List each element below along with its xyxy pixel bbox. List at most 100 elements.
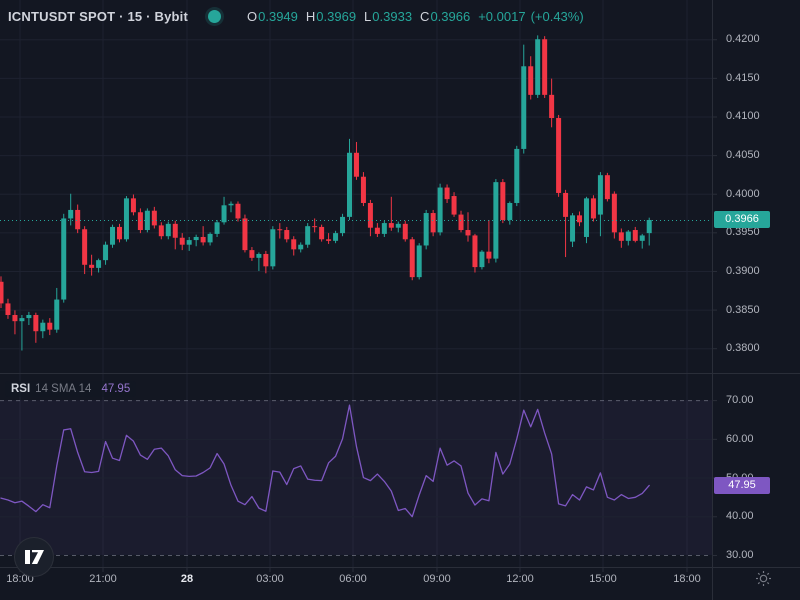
candle-body — [570, 215, 576, 242]
candle-body — [542, 39, 548, 95]
rsi-indicator-value: 47.95 — [101, 383, 131, 395]
candle-body — [40, 322, 46, 332]
candle-body — [437, 187, 443, 233]
candle-body — [486, 251, 492, 259]
price-axis-label: 0.4150 — [726, 71, 760, 84]
open-label: O — [247, 9, 258, 24]
price-axis-label: 0.3900 — [726, 264, 760, 277]
price-axis-label: 0.4050 — [726, 149, 760, 162]
candle-body — [235, 203, 241, 219]
candle-body — [249, 250, 255, 258]
price-axis-label: 0.4200 — [726, 33, 760, 46]
candle-body — [110, 226, 116, 245]
candle-body — [458, 214, 464, 231]
open-value: 0.3949 — [258, 9, 298, 24]
rsi-value-badge: 47.95 — [714, 476, 770, 494]
low-label: L — [364, 9, 372, 24]
candle-body — [507, 202, 513, 220]
candle-body — [26, 314, 32, 319]
candle-body — [423, 213, 429, 246]
candle-body — [632, 230, 638, 241]
high-label: H — [305, 9, 316, 24]
time-axis-label: 28 — [180, 573, 194, 585]
chart-legend: ICNTUSDT SPOT · 15 · Bybit O 0.3949 H 0.… — [8, 9, 589, 24]
candle-body — [263, 253, 269, 267]
candle-body — [528, 66, 534, 95]
candle-body — [388, 223, 394, 228]
candle-body — [277, 229, 283, 231]
candle-body — [144, 210, 150, 231]
candle-body — [347, 152, 352, 217]
candle-body — [611, 193, 617, 233]
ohlc-values: O 0.3949 H 0.3969 L 0.3933 C 0.3966 +0.0… — [247, 9, 589, 24]
candle-body — [590, 198, 596, 219]
rsi-legend: RSI 14 SMA 14 47.95 — [5, 381, 137, 397]
last-price-badge: 0.3966 — [714, 211, 770, 229]
candle-body — [353, 152, 359, 177]
candle-body — [333, 233, 339, 241]
candle-body — [298, 244, 304, 250]
candle-body — [103, 244, 109, 261]
candle-body — [5, 303, 11, 315]
candle-body — [472, 235, 478, 268]
candle-body — [618, 232, 624, 241]
candle-body — [479, 251, 485, 268]
rsi-indicator-title[interactable]: RSI — [11, 383, 31, 395]
close-value: 0.3966 — [430, 9, 471, 24]
sun-icon-glyph — [755, 570, 771, 586]
price-axis-label: 0.4000 — [726, 187, 760, 200]
candle-body — [68, 209, 74, 219]
time-axis-label: 12:00 — [506, 573, 534, 585]
market-status-dot-icon[interactable] — [208, 10, 221, 23]
candle-body — [305, 226, 311, 245]
candle-body — [451, 196, 457, 215]
candle-body — [604, 175, 610, 200]
candle-body — [151, 210, 157, 226]
candle-body — [646, 219, 652, 234]
rsi-axis-label: 60.00 — [726, 432, 754, 445]
sun-icon[interactable] — [753, 568, 773, 588]
candle-body — [340, 216, 346, 234]
candle-body — [158, 225, 164, 237]
candle-body — [583, 198, 589, 237]
symbol-title[interactable]: ICNTUSDT SPOT · 15 · Bybit — [8, 9, 188, 24]
candle-body — [193, 236, 199, 241]
candle-body — [242, 218, 248, 251]
time-axis-label: 06:00 — [339, 573, 367, 585]
change-percent: (+0.43%) — [530, 9, 584, 24]
candle-body — [179, 237, 185, 245]
candle-body — [123, 198, 129, 240]
candle-body — [130, 198, 136, 213]
candle-body — [270, 229, 276, 267]
candle-body — [200, 236, 206, 243]
candle-body — [207, 233, 213, 243]
candle-body — [12, 314, 18, 322]
candle-body — [500, 182, 506, 220]
time-axis-label: 21:00 — [89, 573, 117, 585]
change-value: +0.0017 — [478, 9, 526, 24]
candle-body — [514, 148, 520, 203]
candle-body — [597, 175, 603, 215]
tradingview-logo[interactable] — [14, 537, 54, 577]
tradingview-logo-icon — [24, 549, 44, 564]
rsi-axis-label: 40.00 — [726, 510, 754, 523]
candle-body — [625, 231, 631, 241]
candle-body — [326, 239, 332, 241]
candle-body — [577, 215, 583, 223]
candle-body — [465, 230, 471, 236]
candle-body — [116, 226, 122, 240]
candle-body — [89, 264, 95, 268]
time-axis-label: 03:00 — [256, 573, 284, 585]
candle-body — [549, 94, 555, 119]
candle-body — [186, 240, 192, 245]
candle-body — [54, 299, 60, 330]
candle-body — [312, 226, 318, 228]
candle-body — [639, 235, 645, 241]
candle-body — [409, 239, 415, 278]
candle-body — [402, 223, 408, 240]
candle-body — [381, 223, 387, 234]
rsi-axis-label: 70.00 — [726, 394, 754, 407]
candle-body — [228, 203, 234, 206]
